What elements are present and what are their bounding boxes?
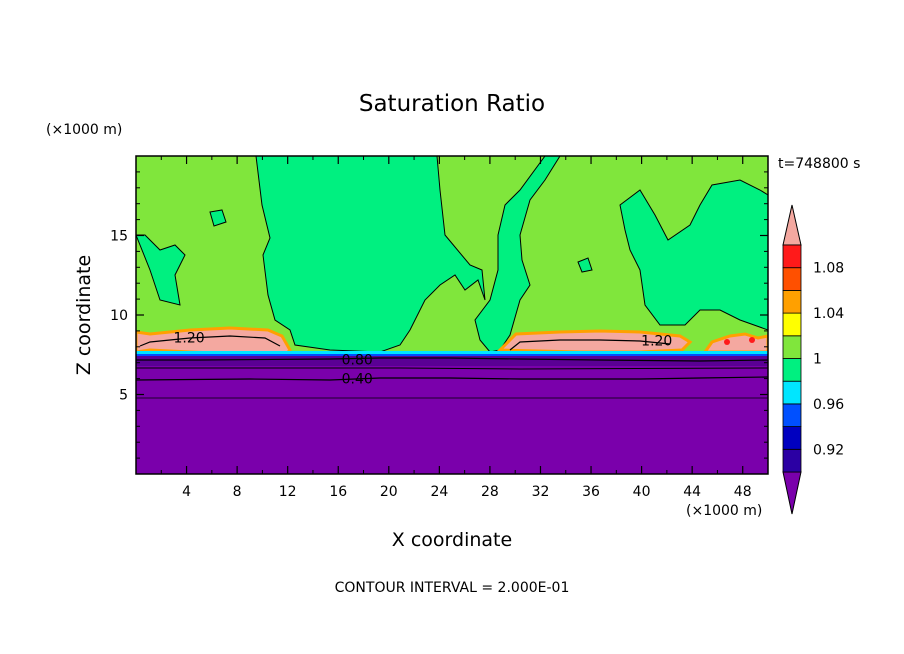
x-tick-label: 20: [380, 484, 398, 500]
colorbar-bin: [782, 244, 802, 269]
x-tick-label: 12: [279, 484, 297, 500]
region-cloud-red-cell-2: [749, 337, 755, 343]
contour-label: 1.20: [641, 333, 672, 349]
x-tick-label: 44: [683, 484, 701, 500]
y-tick-label: 10: [110, 308, 128, 324]
x-tick-label: 36: [582, 484, 600, 500]
x-tick-label: 8: [233, 484, 242, 500]
chart-title: Saturation Ratio: [359, 91, 545, 117]
contour-label: 1.20: [174, 330, 205, 346]
x-tick-label: 48: [734, 484, 752, 500]
colorbar-bin: [782, 289, 802, 314]
x-tick-label: 32: [532, 484, 550, 500]
contour-line-1.20-left: [139, 335, 281, 347]
contour-line-0.40: [136, 376, 768, 381]
region-dry-dark-band: [136, 356, 768, 366]
region-mint-plume-2: [136, 234, 186, 306]
contour-field: [136, 156, 768, 474]
x-unit-label: (×1000 m): [686, 503, 762, 519]
y-unit-label: (×1000 m): [46, 122, 122, 138]
time-label: t=748800 s: [778, 156, 860, 172]
region-mint-blob-2: [577, 257, 593, 273]
colorbar-tick-label: 1: [813, 352, 822, 368]
x-tick-label: 40: [633, 484, 651, 500]
contour-label: 0.80: [342, 353, 373, 369]
colorbar-under-triangle: [782, 471, 802, 515]
x-tick-label: 28: [481, 484, 499, 500]
contour-labels: 1.20 1.20 0.80 0.40: [174, 330, 673, 387]
colorbar-tick-label: 0.96: [813, 397, 844, 413]
y-tick-label: 15: [110, 229, 128, 245]
region-mint-plume-1: [255, 156, 486, 353]
x-axis-ticks: 4 8 12 16 20 24 28 32 36 40 44 48: [160, 156, 752, 500]
y-axis-ticks: 5 10 15: [110, 171, 768, 459]
colorbar-over-triangle: [782, 204, 802, 246]
x-tick-label: 4: [182, 484, 191, 500]
colorbar-bin: [782, 448, 802, 473]
colorbar-tick-label: 0.92: [813, 442, 844, 458]
x-tick-label: 24: [430, 484, 448, 500]
colorbar-bin: [782, 426, 802, 450]
region-mint-blob-1: [209, 209, 227, 227]
colorbar-bin: [782, 267, 802, 291]
contour-line-0.80: [136, 357, 768, 362]
x-tick-label: 16: [329, 484, 347, 500]
contour-line-1.20-right: [509, 339, 671, 351]
colorbar-bin: [782, 358, 802, 382]
colorbar-bin: [782, 380, 802, 405]
region-dry-layer: [136, 356, 768, 474]
colorbar-tick-label: 1.04: [813, 306, 844, 322]
contour-interval-footer: CONTOUR INTERVAL = 2.000E-01: [335, 580, 570, 596]
region-cloud-red-cell-1: [724, 339, 730, 345]
region-cloud-layer-left: [136, 326, 292, 356]
colorbar-bin: [782, 403, 802, 427]
colorbar-bin: [782, 335, 802, 359]
x-axis-label: X coordinate: [392, 529, 512, 551]
colorbar-bin: [782, 312, 802, 337]
region-mint-plume-4: [619, 179, 768, 331]
colorbar-tick-label: 1.08: [813, 261, 844, 277]
contour-label: 0.40: [342, 372, 373, 388]
contour-line-0.60: [136, 367, 768, 370]
region-transition-blue: [136, 354, 768, 356]
colorbar: 0.92 0.96 1 1.04 1.08: [782, 204, 844, 515]
region-transition-cyan: [136, 351, 768, 354]
y-tick-label: 5: [119, 388, 128, 404]
y-axis-label: Z coordinate: [73, 255, 95, 375]
